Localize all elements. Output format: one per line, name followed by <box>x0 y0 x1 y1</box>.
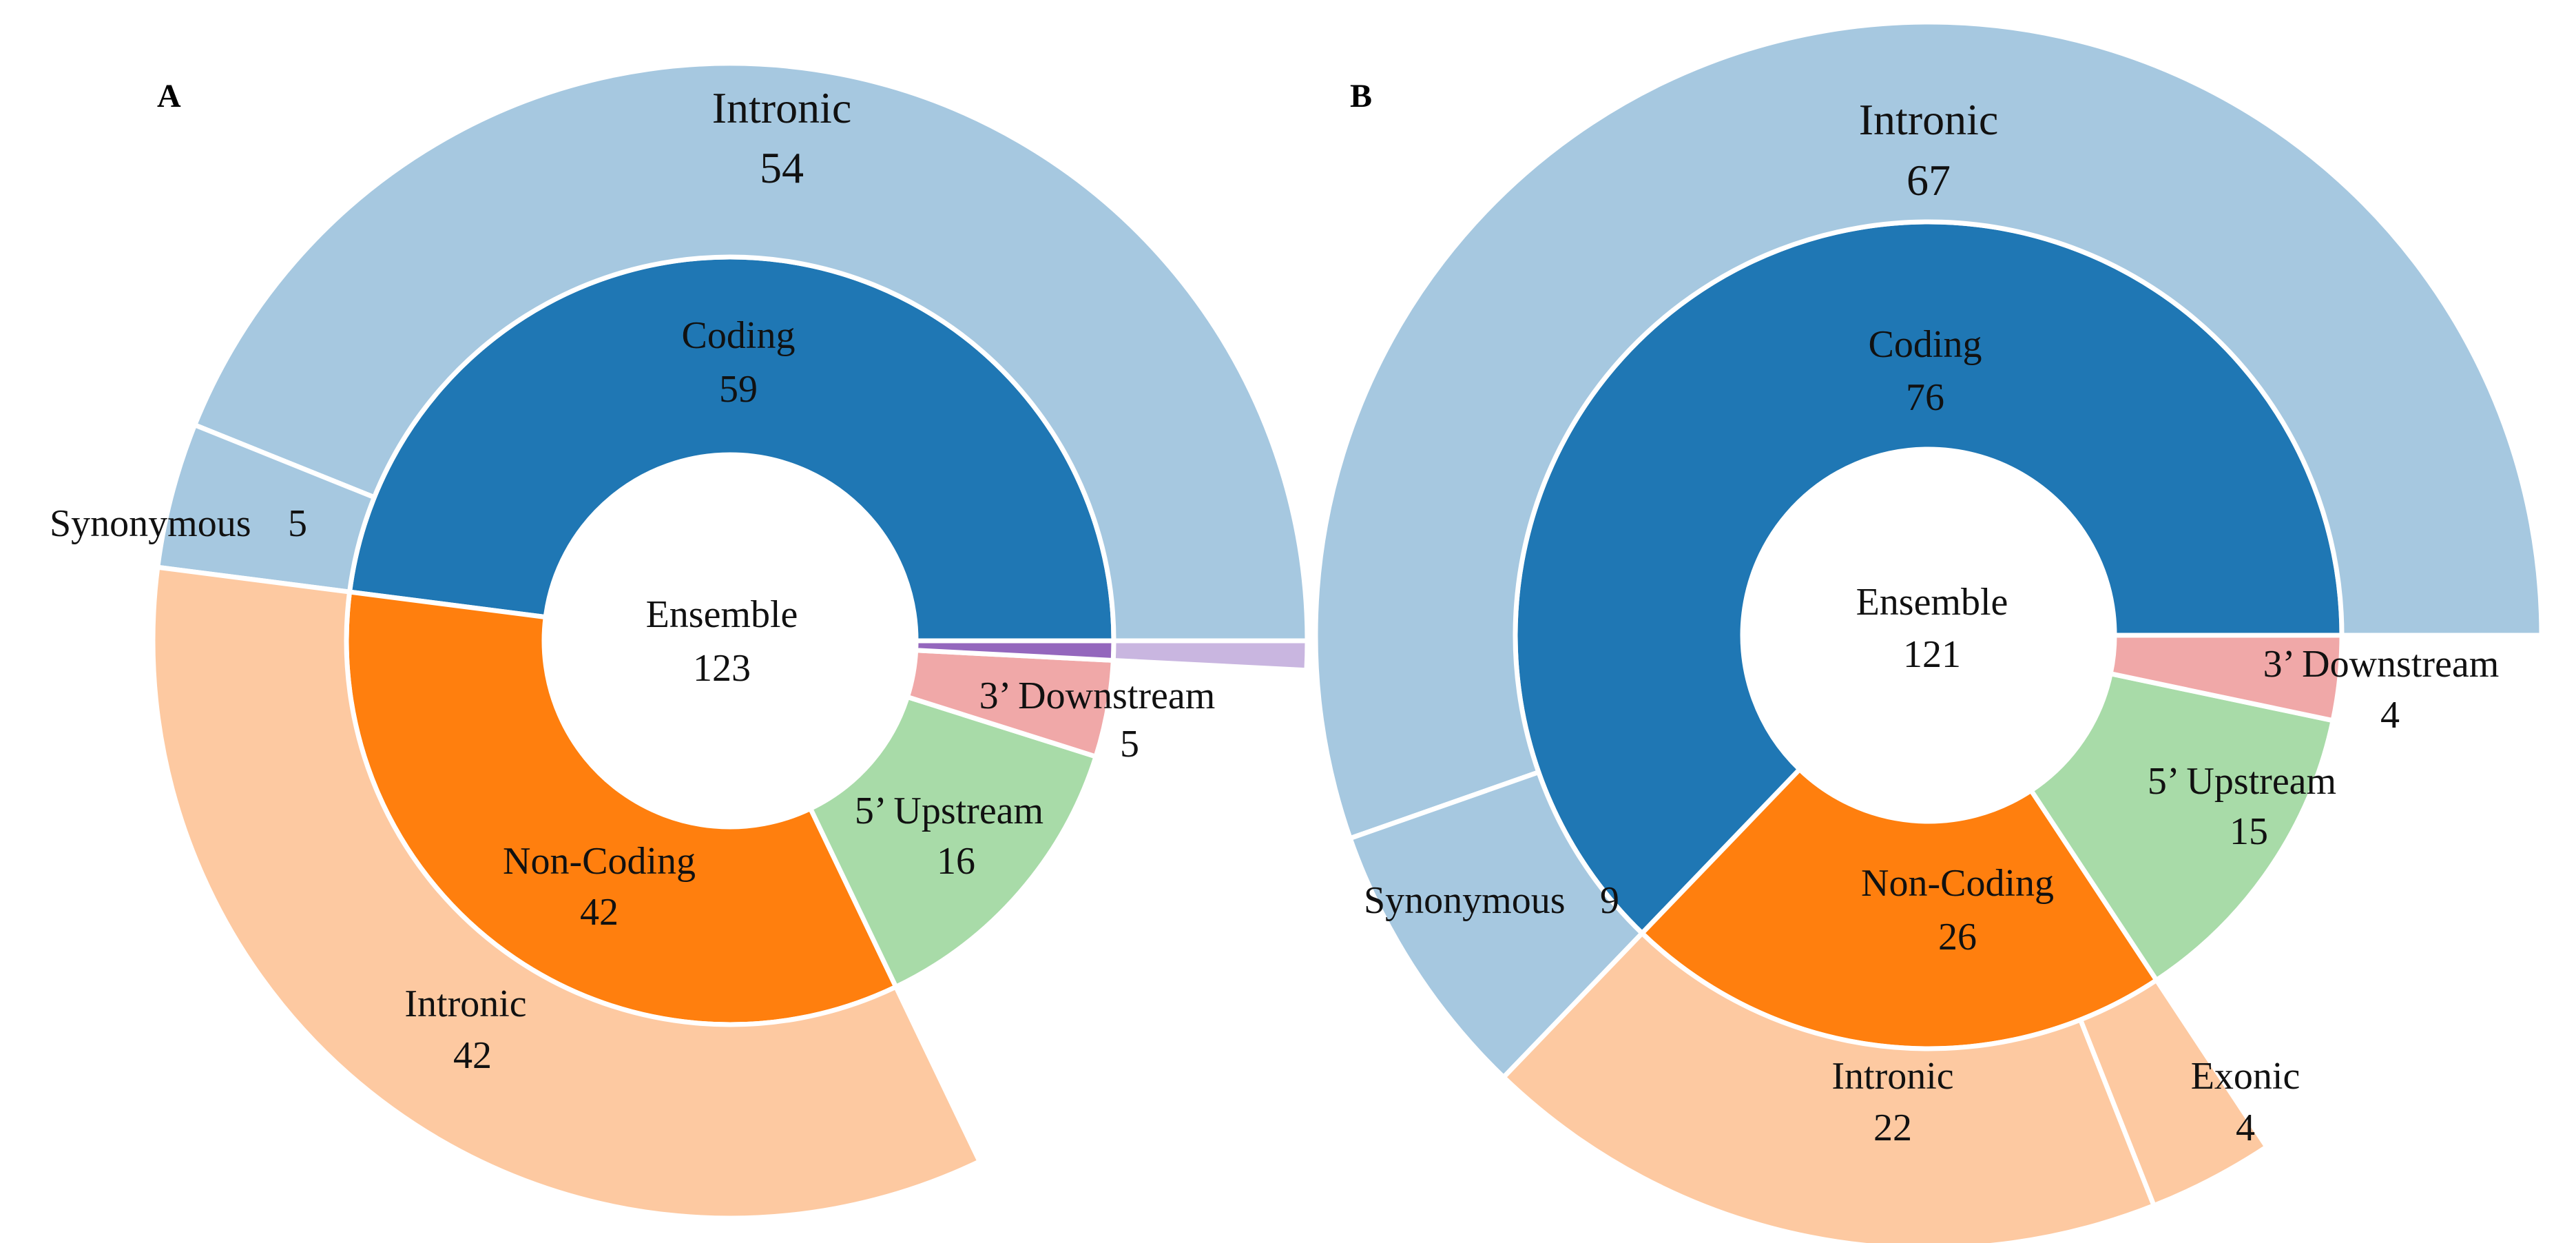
label-b-coding: Coding 76 <box>1869 323 1982 419</box>
label-a-coding-value: 59 <box>719 368 758 411</box>
label-b-center: Ensemble 121 <box>1856 581 2008 676</box>
label-b-synonymous: Synonymous 9 <box>1364 879 1619 922</box>
label-a-center-name: Ensemble <box>646 593 798 636</box>
label-a-upstream-value: 16 <box>937 840 975 883</box>
panel-b-letter: B <box>1350 78 1372 114</box>
label-a-outer-intronic-noncoding-name: Intronic <box>404 983 526 1025</box>
label-a-coding: Coding 59 <box>682 314 796 411</box>
label-a-outer-intronic-coding: Intronic 54 <box>712 83 852 192</box>
label-b-downstream: 3’ Downstream 4 <box>2263 643 2500 737</box>
label-a-outer-intronic-coding-name: Intronic <box>712 83 852 132</box>
label-b-exonic-name: Exonic <box>2191 1055 2300 1098</box>
panel-b: B Intronic 67 Coding 76 Ensemble 121 3’ … <box>1313 19 2544 1243</box>
label-b-downstream-name: 3’ Downstream <box>2263 643 2500 686</box>
label-a-noncoding-name: Non-Coding <box>503 840 696 883</box>
label-a-center-value: 123 <box>693 647 751 690</box>
label-a-downstream-value: 5 <box>1120 723 1139 766</box>
label-b-outer-intronic-coding: Intronic 67 <box>1859 95 1999 205</box>
panel-b-arcs <box>1313 19 2544 1243</box>
outer-arc-non-coding-intronic <box>1501 930 2157 1243</box>
label-a-outer-intronic-noncoding: Intronic 42 <box>404 983 526 1077</box>
outer-arc-coding-synonymous <box>155 422 377 595</box>
label-b-downstream-value: 4 <box>2380 694 2400 737</box>
panel-a: A Intronic 54 Coding 59 Synonymous 5 Ens… <box>50 61 1310 1221</box>
label-b-exonic-value: 4 <box>2236 1107 2255 1149</box>
inner-arc-3-downstream <box>904 648 1116 759</box>
outer-arc-non-coding-intronic <box>150 564 982 1221</box>
outer-arc-coding-intronic <box>1313 19 2544 841</box>
label-b-synonymous-name: Synonymous <box>1364 879 1566 922</box>
inner-arc-5-upstream <box>2028 671 2336 983</box>
outer-arc-coding-synonymous <box>1347 770 1645 1080</box>
outer-arc-non-coding-exonic <box>2078 978 2269 1209</box>
label-a-center: Ensemble 123 <box>646 593 798 690</box>
inner-arc-5-upstream <box>808 694 1099 989</box>
label-b-upstream-name: 5’ Upstream <box>2148 760 2336 803</box>
label-b-upstream: 5’ Upstream 15 <box>2148 760 2336 853</box>
label-b-upstream-value: 15 <box>2230 810 2268 853</box>
outer-arc-coding-intronic <box>192 61 1310 644</box>
label-b-noncoding: Non-Coding 26 <box>1861 862 2054 958</box>
panel-a-letter: A <box>157 78 181 114</box>
label-a-upstream: 5’ Upstream 16 <box>855 790 1043 883</box>
label-a-synonymous: Synonymous 5 <box>50 502 307 545</box>
label-b-coding-name: Coding <box>1869 323 1982 366</box>
label-a-outer-intronic-coding-value: 54 <box>760 143 804 192</box>
label-b-center-name: Ensemble <box>1856 581 2008 624</box>
label-a-downstream-name: 3’ Downstream <box>979 675 1216 717</box>
label-b-synonymous-value: 9 <box>1600 879 1619 922</box>
inner-arc-3-downstream <box>2108 633 2345 723</box>
label-a-synonymous-name: Synonymous <box>50 502 251 545</box>
label-b-outer-intronic-noncoding-name: Intronic <box>1831 1055 1953 1098</box>
label-a-noncoding: Non-Coding 42 <box>503 840 696 934</box>
label-b-outer-intronic-noncoding-value: 22 <box>1873 1107 1912 1149</box>
label-a-downstream: 3’ Downstream 5 <box>979 675 1216 766</box>
label-a-coding-name: Coding <box>682 314 796 357</box>
label-a-outer-intronic-noncoding-value: 42 <box>453 1034 492 1077</box>
label-b-noncoding-value: 26 <box>1938 916 1977 958</box>
panel-a-arcs <box>150 61 1310 1221</box>
label-b-outer-intronic-coding-value: 67 <box>1907 156 1951 205</box>
label-b-noncoding-name: Non-Coding <box>1861 862 2054 905</box>
label-b-coding-value: 76 <box>1906 376 1944 419</box>
label-b-center-value: 121 <box>1903 633 1961 676</box>
label-b-exonic: Exonic 4 <box>2191 1055 2300 1149</box>
outer-arc-unlabeled <box>1110 638 1310 673</box>
label-b-outer-intronic-noncoding: Intronic 22 <box>1831 1055 1953 1149</box>
label-a-synonymous-value: 5 <box>288 502 307 545</box>
label-a-upstream-name: 5’ Upstream <box>855 790 1043 832</box>
label-a-noncoding-value: 42 <box>580 891 619 934</box>
label-b-outer-intronic-coding-name: Intronic <box>1859 95 1999 144</box>
